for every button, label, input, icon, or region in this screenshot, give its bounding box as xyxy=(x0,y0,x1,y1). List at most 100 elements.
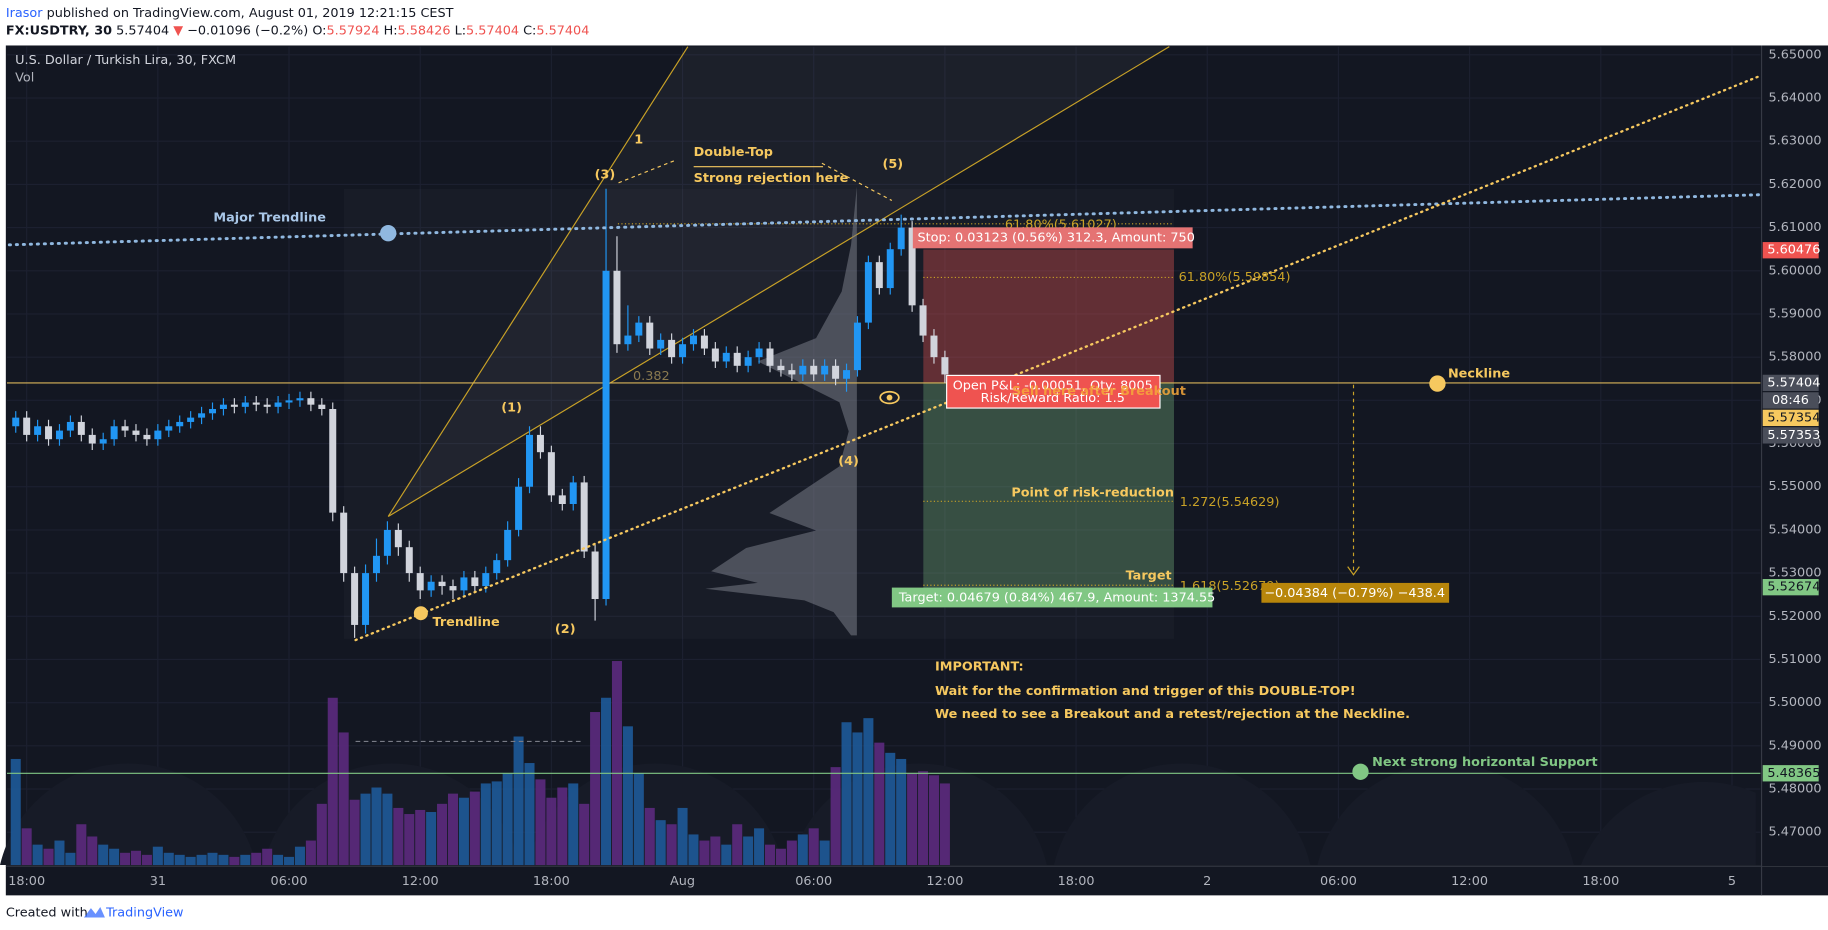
candle-body xyxy=(711,348,719,362)
brand[interactable]: TradingView xyxy=(105,905,183,920)
candle-body xyxy=(55,430,63,440)
candle-body xyxy=(766,348,774,366)
annotation-title: Double-Top xyxy=(694,145,773,160)
candle-body xyxy=(897,227,905,250)
candle-body xyxy=(886,249,894,289)
c-label: C: xyxy=(523,23,536,38)
candle-body xyxy=(209,408,217,414)
volume-bar xyxy=(54,840,65,866)
volume-bar xyxy=(775,848,786,866)
volume-bar xyxy=(262,848,273,866)
fib-label: 61.80%(5.59854) xyxy=(1179,270,1291,285)
volume-bar xyxy=(196,854,207,866)
candle-body xyxy=(296,398,304,401)
volume-bar xyxy=(338,732,349,866)
candle-body xyxy=(515,486,523,530)
volume-bar xyxy=(469,791,480,866)
volume-bar xyxy=(633,773,644,866)
x-tick-label: 06:00 xyxy=(1320,874,1357,889)
volume-bar xyxy=(513,736,524,866)
volume-bar xyxy=(21,828,32,866)
volume-bar xyxy=(557,787,568,866)
arc xyxy=(0,763,257,866)
candle-body xyxy=(351,573,359,625)
plot-background xyxy=(5,45,1762,867)
candle-body xyxy=(482,573,490,587)
volume-bar xyxy=(896,758,907,866)
candle-body xyxy=(843,370,851,379)
fib-label: 1.272(5.54629) xyxy=(1180,495,1280,510)
price-label-box xyxy=(1762,579,1819,596)
price-label-box xyxy=(1762,427,1819,444)
volume-bar xyxy=(273,854,284,866)
volume-bar xyxy=(98,844,109,866)
annotation: Neckline xyxy=(1448,367,1510,382)
candle-body xyxy=(668,339,676,358)
h-label: H: xyxy=(384,23,398,38)
candle-body xyxy=(198,413,206,418)
candle-body xyxy=(700,335,708,349)
volume-bar xyxy=(754,828,765,866)
candle-body xyxy=(187,417,195,422)
candle-body xyxy=(362,573,370,625)
published: published on TradingView.com, August 01,… xyxy=(47,5,454,20)
volume-bar xyxy=(732,824,743,866)
volume-bar xyxy=(327,697,338,866)
volume-bar xyxy=(601,697,612,866)
volume-bar xyxy=(218,854,229,866)
candle-body xyxy=(526,434,534,487)
time-axis-background xyxy=(5,866,1828,896)
candle-body xyxy=(908,227,916,306)
candle-body xyxy=(110,426,118,440)
delta-box xyxy=(1261,582,1450,603)
stop-box xyxy=(912,227,1193,249)
volume-bar xyxy=(371,787,382,866)
measure-arrowhead xyxy=(1347,566,1360,576)
volume-bar xyxy=(207,852,218,866)
volume-bars xyxy=(10,661,950,866)
arrow: ▼ xyxy=(173,23,183,38)
volume-bar xyxy=(797,834,808,866)
candle-body xyxy=(919,305,927,336)
volume-bar xyxy=(644,807,655,866)
candle-body xyxy=(230,404,238,407)
candle-body xyxy=(372,555,380,574)
volume-bar xyxy=(120,852,131,866)
volume-bar xyxy=(458,797,469,866)
countdown-box xyxy=(1762,392,1819,409)
candle-body xyxy=(624,335,632,345)
stop-zone xyxy=(923,249,1174,383)
volume-bar xyxy=(677,807,688,866)
volume-bar xyxy=(710,836,721,866)
volume-profile xyxy=(705,186,857,636)
major-trendline xyxy=(7,193,1762,247)
header-line: Irasor published on TradingView.com, Aug… xyxy=(6,5,454,20)
volume-bar xyxy=(491,781,502,866)
candle-body xyxy=(274,402,282,407)
o-label: O: xyxy=(312,23,326,38)
x-tick-label: 31 xyxy=(150,874,166,889)
volume-bar xyxy=(830,767,841,866)
price-label: 5.57354 xyxy=(1767,410,1820,425)
change: −0.01096 (−0.2%) xyxy=(187,23,308,38)
y-tick-label: 5.58000 xyxy=(1769,350,1822,365)
volume-bar xyxy=(415,809,426,866)
y-tick-label: 5.48000 xyxy=(1769,782,1822,797)
author[interactable]: Irasor xyxy=(6,5,43,20)
candle-body xyxy=(657,339,665,349)
wave-label: (3) xyxy=(595,167,616,182)
candle-body xyxy=(12,417,20,427)
volume-bar xyxy=(502,773,513,866)
volume-bar xyxy=(316,803,327,866)
volume-bar xyxy=(524,763,535,866)
y-tick-label: 5.51000 xyxy=(1769,652,1822,667)
stop-text: Stop: 0.03123 (0.56%) 312.3, Amount: 750 xyxy=(917,230,1194,245)
volume-bar xyxy=(447,793,459,866)
arrow xyxy=(617,160,675,184)
countdown: 08:46 xyxy=(1772,393,1809,408)
candle-body xyxy=(263,404,271,407)
candle-body xyxy=(558,495,566,505)
volume-bar xyxy=(305,840,316,866)
y-tick-label: 5.49000 xyxy=(1769,738,1822,753)
volume-bar xyxy=(43,848,54,866)
